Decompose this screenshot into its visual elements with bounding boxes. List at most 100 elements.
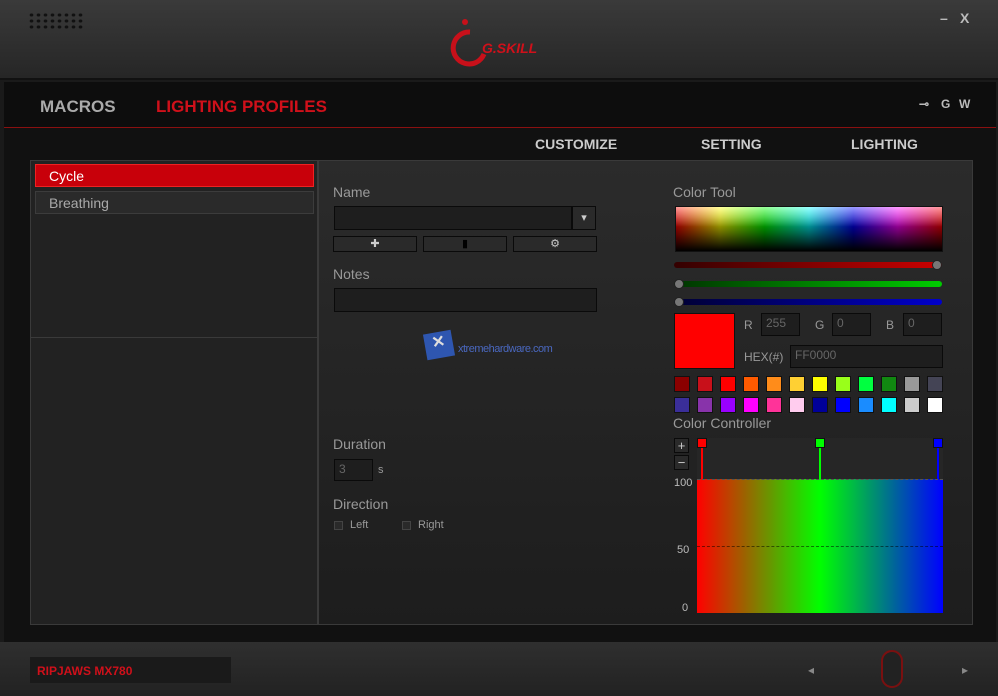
profile-list — [30, 160, 318, 625]
subtab-setting[interactable]: SETTING — [701, 136, 762, 152]
r-label: R — [744, 318, 753, 332]
color-swatch[interactable] — [835, 397, 851, 413]
duration-input[interactable]: 3 — [334, 459, 373, 481]
color-stop-handle[interactable] — [933, 438, 943, 448]
color-swatch[interactable] — [835, 376, 851, 392]
checkbox[interactable] — [402, 521, 411, 530]
prev-device-button[interactable]: ◂ — [808, 663, 815, 677]
hex-label: HEX(#) — [744, 350, 784, 364]
color-stop-handle[interactable] — [697, 438, 707, 448]
color-swatch[interactable] — [720, 376, 736, 392]
settings-profile-button[interactable]: ⚙ — [513, 236, 597, 252]
r-input[interactable]: 255 — [761, 313, 800, 336]
device-name: RIPJAWS MX780 — [30, 657, 231, 683]
slider-knob[interactable] — [674, 279, 684, 289]
subtab-customize[interactable]: CUSTOMIZE — [535, 136, 618, 152]
color-swatch-grid — [674, 376, 944, 414]
duration-unit: s — [378, 464, 384, 476]
slider-knob[interactable] — [932, 260, 942, 270]
name-input[interactable] — [334, 206, 572, 230]
color-swatch[interactable] — [858, 397, 874, 413]
color-swatch[interactable] — [927, 376, 943, 392]
duration-label: Duration — [333, 436, 386, 452]
remove-stop-button[interactable]: − — [674, 455, 689, 470]
g-label: G — [815, 318, 825, 332]
color-stop-handle[interactable] — [815, 438, 825, 448]
watermark-logo-icon: ✕ — [422, 329, 456, 361]
name-dropdown-button[interactable]: ▾ — [572, 206, 596, 230]
direction-right-option[interactable]: Right — [402, 518, 462, 532]
close-button[interactable]: X — [960, 10, 970, 26]
notes-input[interactable] — [334, 288, 597, 312]
midline — [697, 546, 943, 547]
color-swatch[interactable] — [720, 397, 736, 413]
gear-icon: ⚙ — [550, 238, 560, 250]
color-swatch[interactable] — [743, 376, 759, 392]
color-spectrum-picker[interactable] — [675, 206, 943, 252]
color-tool-title: Color Tool — [673, 184, 736, 200]
color-swatch[interactable] — [881, 397, 897, 413]
divider — [30, 337, 318, 338]
profile-item-cycle[interactable]: Cycle — [35, 164, 314, 187]
plus-icon: ✚ — [370, 238, 380, 250]
color-swatch[interactable] — [789, 397, 805, 413]
y-tick-0: 0 — [682, 602, 689, 614]
color-swatch[interactable] — [812, 397, 828, 413]
color-swatch[interactable] — [904, 376, 920, 392]
add-stop-button[interactable]: + — [674, 438, 689, 453]
add-profile-button[interactable]: ✚ — [333, 236, 417, 252]
color-controller-graph[interactable] — [697, 438, 943, 613]
color-swatch[interactable] — [674, 376, 690, 392]
color-swatch[interactable] — [881, 376, 897, 392]
color-swatch[interactable] — [789, 376, 805, 392]
y-tick-50: 50 — [677, 544, 690, 556]
stop-line — [701, 444, 703, 479]
color-swatch[interactable] — [812, 376, 828, 392]
color-swatch[interactable] — [904, 397, 920, 413]
profile-item-breathing[interactable]: Breathing — [35, 191, 314, 214]
slider-knob[interactable] — [674, 297, 684, 307]
notes-label: Notes — [333, 266, 370, 282]
color-controller-title: Color Controller — [673, 415, 772, 431]
name-label: Name — [333, 184, 371, 200]
speaker-grill-decoration — [28, 12, 84, 30]
color-swatch[interactable] — [766, 397, 782, 413]
color-swatch[interactable] — [858, 376, 874, 392]
minimize-button[interactable]: – — [940, 10, 948, 26]
checkbox[interactable] — [334, 521, 343, 530]
direction-left-option[interactable]: Left — [334, 518, 394, 532]
level-line — [697, 479, 943, 480]
gskill-logo: G.SKILL — [440, 12, 560, 72]
g-button[interactable]: G — [941, 97, 951, 111]
title-bar — [0, 0, 998, 80]
red-slider[interactable] — [674, 260, 942, 270]
b-input[interactable]: 0 — [903, 313, 942, 336]
hex-input[interactable]: FF0000 — [790, 345, 943, 368]
subtab-lighting[interactable]: LIGHTING — [851, 136, 918, 152]
next-device-button[interactable]: ▸ — [962, 663, 969, 677]
color-swatch[interactable] — [766, 376, 782, 392]
b-label: B — [886, 318, 895, 332]
direction-label: Direction — [333, 496, 389, 512]
g-input[interactable]: 0 — [832, 313, 871, 336]
stop-line — [819, 444, 821, 479]
tab-macros[interactable]: MACROS — [40, 97, 116, 116]
color-swatch[interactable] — [927, 397, 943, 413]
color-swatch[interactable] — [697, 376, 713, 392]
delete-profile-button[interactable]: ▮ — [423, 236, 507, 252]
blue-slider[interactable] — [674, 297, 942, 307]
color-swatch[interactable] — [697, 397, 713, 413]
plug-icon[interactable]: ⊸ — [919, 97, 930, 111]
w-button[interactable]: W — [959, 97, 971, 111]
color-swatch[interactable] — [743, 397, 759, 413]
color-swatch[interactable] — [674, 397, 690, 413]
tab-lighting-profiles[interactable]: LIGHTING PROFILES — [156, 97, 327, 116]
nav-bar — [4, 82, 996, 128]
current-color-preview — [674, 313, 735, 369]
y-tick-100: 100 — [674, 477, 693, 489]
watermark-text: xtremehardware.com — [458, 343, 553, 355]
trash-icon: ▮ — [461, 238, 469, 250]
stop-line — [937, 444, 939, 479]
chevron-down-icon: ▾ — [581, 212, 587, 224]
green-slider[interactable] — [674, 279, 942, 289]
